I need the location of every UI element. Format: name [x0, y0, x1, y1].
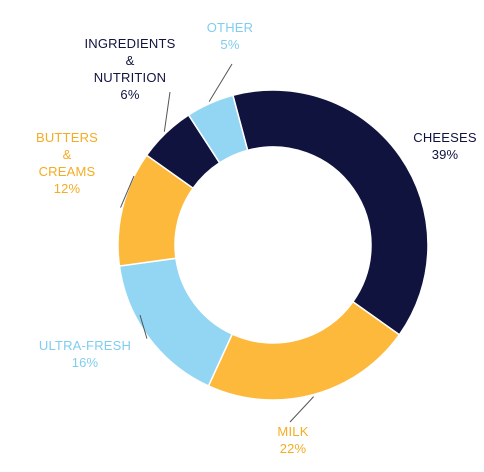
slice-label: MILK 22%	[277, 424, 308, 456]
slice-name-label: OTHER	[207, 20, 254, 35]
leader-line	[120, 175, 135, 208]
slice-name-label: MILK	[277, 424, 308, 439]
slice-label: ULTRA-FRESH 16%	[39, 338, 131, 370]
leader-line	[163, 91, 171, 132]
slice-ultra-fresh	[118, 257, 234, 387]
slice-label: INGREDIENTS & NUTRITION 6%	[84, 36, 175, 102]
slice-label: CHEESES 39%	[413, 130, 477, 162]
slice-value-label: 12%	[54, 181, 81, 196]
leader-line	[208, 63, 233, 102]
slice-value-label: 39%	[432, 147, 459, 162]
slice-name-label: CHEESES	[413, 130, 477, 145]
slice-label: OTHER 5%	[207, 20, 254, 52]
slice-cheeses	[231, 89, 429, 336]
slice-other	[187, 94, 249, 164]
slice-name-label: &	[126, 53, 135, 68]
donut-slices	[117, 89, 429, 401]
slice-label: BUTTERS & CREAMS 12%	[36, 130, 98, 196]
slice-name-label: BUTTERS	[36, 130, 98, 145]
slice-name-label: ULTRA-FRESH	[39, 338, 131, 353]
slice-labels: CHEESES 39% MILK 22% ULTRA-FRESH 16% BUTTERS & C…	[36, 20, 477, 456]
slice-name-label: &	[63, 147, 72, 162]
slice-name-label: NUTRITION	[94, 70, 167, 85]
slice-value-label: 16%	[72, 355, 99, 370]
leader-line	[289, 396, 315, 423]
leader-lines	[120, 63, 315, 423]
slice-milk	[207, 300, 401, 401]
slice-name-label: INGREDIENTS	[84, 36, 175, 51]
leader-line	[139, 314, 148, 339]
slice-value-label: 6%	[120, 87, 139, 102]
slice-value-label: 22%	[280, 441, 307, 456]
slice-value-label: 5%	[220, 37, 239, 52]
slice-name-label: CREAMS	[39, 164, 96, 179]
